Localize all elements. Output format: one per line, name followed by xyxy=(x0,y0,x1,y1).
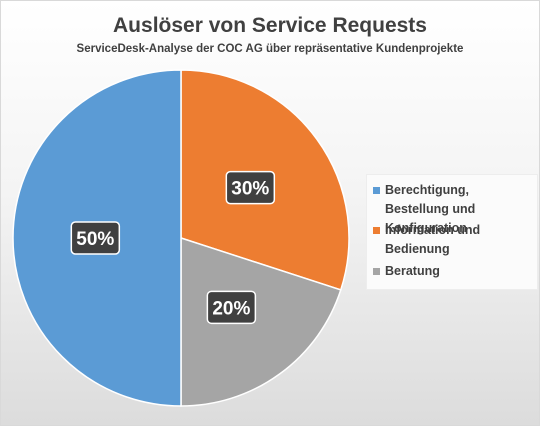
legend-swatch-information xyxy=(373,227,380,234)
legend-item-information: Information und Bedienung xyxy=(373,221,523,259)
chart-title: Auslöser von Service Requests xyxy=(113,14,427,37)
data-label-text-beratung: 20% xyxy=(212,298,250,319)
legend-item-berechtigung: Berechtigung, Bestellung und Konfigurati… xyxy=(373,181,523,238)
pie-slice-beratung xyxy=(180,236,342,407)
data-label-text-berechtigung: 50% xyxy=(76,229,114,250)
legend-item-beratung: Beratung xyxy=(373,262,523,281)
legend: Berechtigung, Bestellung und Konfigurati… xyxy=(366,174,538,290)
legend-swatch-beratung xyxy=(373,268,380,275)
legend-swatch-berechtigung xyxy=(373,187,380,194)
legend-label-beratung: Beratung xyxy=(385,264,440,278)
data-label-berechtigung: 50% xyxy=(70,221,121,255)
data-label-box-information xyxy=(225,170,276,205)
data-label-text-information: 30% xyxy=(231,179,269,200)
data-label-beratung: 20% xyxy=(206,290,257,325)
legend-label-information: Information und Bedienung xyxy=(385,223,481,256)
chart-subtitle: ServiceDesk-Analyse der COC AG über repr… xyxy=(76,43,464,55)
data-label-box-berechtigung xyxy=(70,221,121,255)
legend-label-berechtigung: Berechtigung, Bestellung und Konfigurati… xyxy=(385,183,476,235)
data-label-box-beratung xyxy=(206,290,257,325)
data-label-information: 30% xyxy=(225,170,276,205)
